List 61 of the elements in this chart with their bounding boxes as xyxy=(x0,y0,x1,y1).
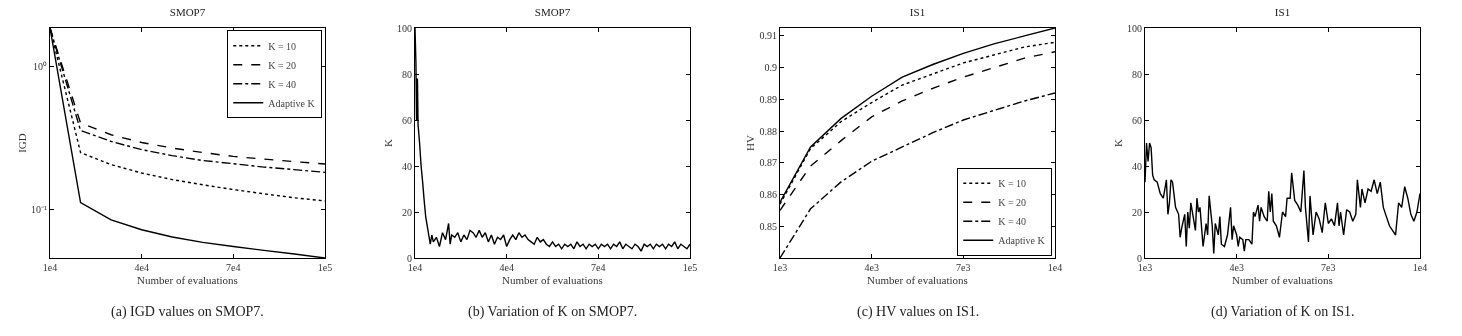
y-tick-label: 0.9 xyxy=(764,62,777,74)
x-tick-label: 4e4 xyxy=(134,262,149,273)
y-tick-label: 80 xyxy=(1132,68,1142,80)
x-tick-label: 7e3 xyxy=(1321,262,1336,273)
text: (d) Variation of K on IS1. xyxy=(1211,304,1355,320)
x-tick-label: 1e5 xyxy=(682,262,698,273)
x-tick-label: 4e3 xyxy=(864,262,879,273)
legend-label: K = 10 xyxy=(998,178,1027,190)
chart-title: IS1 xyxy=(1274,5,1291,18)
chart-title: SMOP7 xyxy=(534,5,571,18)
x-tick-label: 1e3 xyxy=(1137,262,1153,273)
x-tick-label: 1e4 xyxy=(42,262,58,273)
legend-label: K = 40 xyxy=(998,216,1027,228)
legend-label: K = 20 xyxy=(268,59,297,71)
text: (c) HV values on IS1. xyxy=(857,304,980,320)
y-tick-label: 20 xyxy=(402,206,412,218)
x-axis-title: Number of evaluations xyxy=(867,274,968,287)
x-tick-label: 1e4 xyxy=(1412,262,1428,273)
y-axis-title: IGD xyxy=(15,133,28,153)
y-tick-label: 0 xyxy=(1137,252,1142,264)
legend-label: K = 40 xyxy=(268,78,297,90)
x-tick-label: 1e5 xyxy=(317,262,333,273)
x-axis-title: Number of evaluations xyxy=(1232,274,1333,287)
y-tick-label: 60 xyxy=(1132,114,1142,126)
x-tick-label: 4e4 xyxy=(499,262,514,273)
x-tick-label: 1e3 xyxy=(772,262,788,273)
y-tick-label: 0.88 xyxy=(759,125,777,137)
y-tick-label: 0.89 xyxy=(759,93,777,105)
y-tick-label: 0.91 xyxy=(759,30,777,42)
y-tick-label: 10⁰ xyxy=(33,60,47,72)
legend-label: Adaptive K xyxy=(998,235,1046,247)
x-tick-label: 7e4 xyxy=(226,262,241,273)
y-tick-label: 80 xyxy=(402,68,412,80)
y-tick-label: 40 xyxy=(402,160,412,172)
y-tick-label: 20 xyxy=(1132,206,1142,218)
x-axis-title: Number of evaluations xyxy=(502,274,603,287)
text: (b) Variation of K on SMOP7. xyxy=(468,304,638,320)
text: (a) IGD values on SMOP7. xyxy=(111,304,264,320)
y-tick-label: 0.85 xyxy=(759,220,777,232)
y-axis-title: HV xyxy=(744,135,757,151)
x-tick-label: 7e4 xyxy=(591,262,606,273)
y-tick-label: 100 xyxy=(1127,22,1142,34)
y-tick-label: 10⁻¹ xyxy=(31,203,47,215)
x-tick-label: 1e4 xyxy=(407,262,423,273)
y-axis-title: K xyxy=(1111,138,1124,147)
legend-label: K = 10 xyxy=(268,40,297,52)
y-tick-label: 0 xyxy=(407,252,412,264)
x-axis-title: Number of evaluations xyxy=(137,274,238,287)
x-tick-label: 4e3 xyxy=(1229,262,1244,273)
y-tick-label: 40 xyxy=(1132,160,1142,172)
y-axis-title: K xyxy=(381,138,394,147)
y-tick-label: 100 xyxy=(397,22,412,34)
x-tick-label: 7e3 xyxy=(956,262,971,273)
y-tick-label: 60 xyxy=(402,114,412,126)
legend-label: Adaptive K xyxy=(268,97,316,109)
x-tick-label: 1e4 xyxy=(1047,262,1063,273)
y-tick-label: 0.86 xyxy=(759,189,777,201)
legend-label: K = 20 xyxy=(998,197,1027,209)
chart-title: SMOP7 xyxy=(169,5,206,18)
chart-title: IS1 xyxy=(909,5,926,18)
y-tick-label: 0.87 xyxy=(759,157,777,169)
